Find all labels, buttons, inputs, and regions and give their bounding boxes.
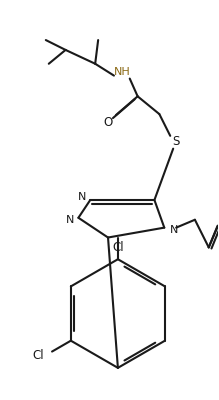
Text: O: O xyxy=(103,116,113,130)
Text: S: S xyxy=(172,135,180,148)
Text: N: N xyxy=(66,215,75,225)
Text: NH: NH xyxy=(113,67,130,77)
Text: Cl: Cl xyxy=(33,349,44,362)
Text: N: N xyxy=(170,225,178,235)
Text: Cl: Cl xyxy=(112,241,124,254)
Text: N: N xyxy=(78,192,87,202)
